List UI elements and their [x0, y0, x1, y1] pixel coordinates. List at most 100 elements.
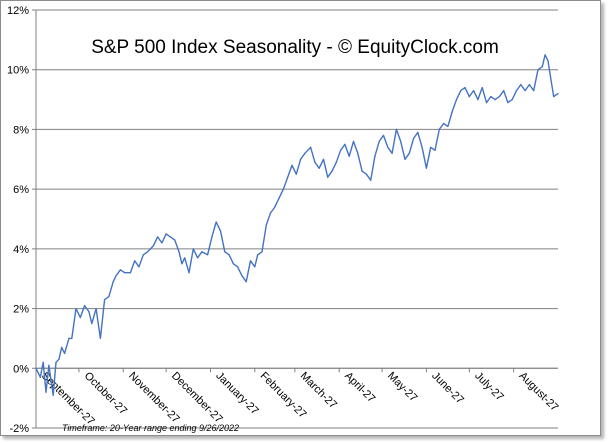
- x-tick-label: May-27: [385, 370, 419, 404]
- data-point: [58, 358, 60, 360]
- data-point: [291, 164, 293, 166]
- y-tick-label: 2%: [13, 304, 29, 316]
- data-point: [39, 376, 41, 378]
- data-point: [55, 361, 57, 363]
- data-point: [528, 84, 531, 86]
- data-point: [174, 239, 176, 241]
- data-point: [161, 242, 163, 244]
- data-point: [188, 272, 190, 274]
- series-line: [35, 54, 559, 396]
- data-point: [541, 66, 543, 68]
- data-point: [147, 251, 149, 253]
- data-point: [447, 125, 449, 127]
- data-point: [184, 257, 186, 259]
- data-point: [322, 158, 325, 160]
- data-point: [157, 236, 159, 238]
- chart-footnote: Timeframe: 20-Year range ending 9/26/202…: [62, 423, 239, 433]
- data-point: [241, 275, 243, 277]
- data-point: [348, 155, 350, 157]
- data-point: [237, 266, 239, 268]
- data-point: [357, 152, 359, 154]
- y-tick-label: 4%: [13, 244, 29, 256]
- series-layer: [35, 54, 559, 396]
- data-point: [404, 158, 406, 160]
- data-point: [119, 269, 121, 271]
- data-point: [68, 337, 70, 339]
- data-point: [42, 361, 44, 363]
- data-point: [265, 224, 267, 226]
- data-point: [257, 254, 259, 256]
- x-tick-label: March-27: [298, 370, 339, 411]
- data-point: [99, 337, 101, 339]
- data-point: [413, 137, 415, 139]
- data-point: [408, 152, 410, 154]
- data-point: [438, 128, 440, 130]
- data-point: [278, 197, 280, 199]
- data-point: [79, 316, 81, 319]
- y-tick-label: 6%: [13, 184, 29, 196]
- data-point: [84, 305, 86, 307]
- data-point: [327, 176, 329, 178]
- data-point: [310, 146, 312, 148]
- x-tick-label: June-27: [429, 370, 466, 407]
- data-point: [395, 128, 397, 130]
- chart-title: S&P 500 Index Seasonality - © EquityCloc…: [91, 37, 499, 58]
- data-point: [124, 272, 126, 274]
- data-point: [232, 263, 234, 265]
- x-tick-label: July-27: [472, 370, 506, 404]
- data-point: [75, 308, 77, 310]
- data-point: [48, 364, 50, 366]
- y-tick-label: 8%: [13, 124, 29, 136]
- x-tick-label: August-27: [517, 370, 561, 414]
- data-point: [201, 251, 203, 253]
- data-point: [464, 87, 466, 89]
- data-point: [365, 173, 367, 175]
- data-point: [557, 93, 559, 95]
- data-point: [387, 146, 389, 148]
- data-point: [104, 299, 106, 301]
- data-point: [274, 206, 276, 208]
- data-point: [507, 102, 509, 104]
- data-point: [91, 322, 93, 325]
- data-point: [498, 96, 500, 98]
- data-point: [524, 90, 526, 92]
- x-tick-labels: September-27October-27November-27Decembe…: [39, 370, 561, 428]
- data-point: [370, 179, 372, 181]
- axes: [32, 9, 558, 429]
- data-point: [425, 167, 427, 169]
- data-point: [537, 69, 539, 71]
- data-point: [485, 102, 488, 104]
- data-point: [142, 254, 144, 256]
- gridlines: [36, 9, 558, 429]
- data-point: [335, 161, 337, 163]
- data-point: [254, 266, 256, 268]
- data-point: [378, 140, 380, 142]
- data-point: [547, 60, 549, 62]
- x-tick-label: January-27: [213, 370, 260, 417]
- data-point: [88, 311, 90, 313]
- data-point: [178, 251, 180, 253]
- data-point: [352, 140, 355, 142]
- data-point: [287, 176, 289, 178]
- data-point: [95, 308, 97, 310]
- y-tick-label: 10%: [7, 65, 29, 77]
- data-point: [490, 96, 492, 98]
- y-tick-labels: -2% 0% 2% 4% 6% 8% 10% 12%: [7, 5, 29, 435]
- data-point: [45, 391, 47, 393]
- data-point: [181, 263, 183, 265]
- data-point: [400, 140, 402, 142]
- data-point: [382, 134, 385, 136]
- data-point: [71, 337, 73, 339]
- data-point: [108, 296, 110, 298]
- data-point: [374, 155, 376, 157]
- data-point: [550, 78, 552, 80]
- y-tick-label: 0%: [13, 363, 29, 375]
- data-point: [421, 146, 423, 148]
- data-point: [300, 158, 302, 160]
- y-tick-label: 12%: [7, 5, 29, 17]
- data-point: [129, 272, 131, 274]
- data-point: [553, 96, 555, 98]
- data-point: [245, 281, 247, 283]
- data-point: [340, 149, 342, 151]
